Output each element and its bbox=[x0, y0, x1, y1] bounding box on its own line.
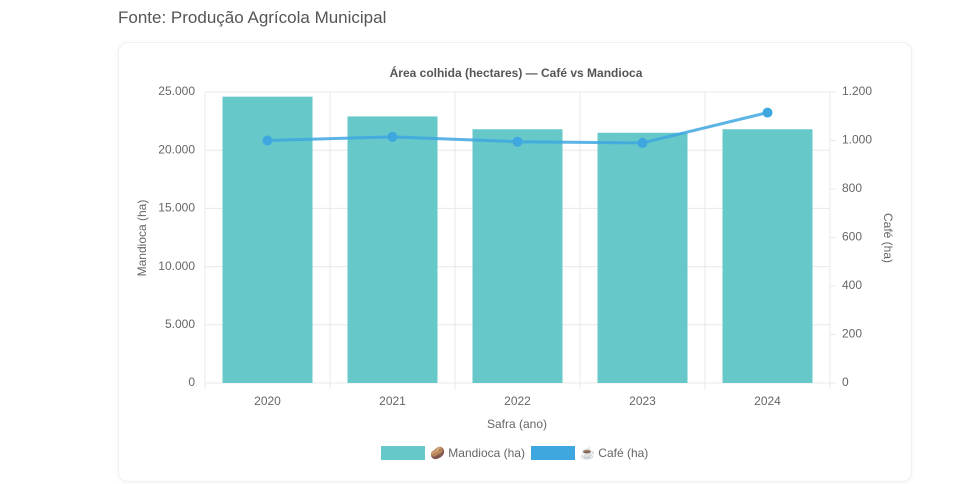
y2ticks-label: 1.200 bbox=[842, 84, 872, 98]
legend-swatch bbox=[381, 446, 425, 460]
x-tick-label: 2023 bbox=[629, 394, 656, 408]
legend-label: 🥔 Mandioca (ha) bbox=[430, 446, 525, 460]
yticks-label: 15.000 bbox=[158, 201, 195, 215]
chart-title: Área colhida (hectares) — Café vs Mandio… bbox=[390, 65, 643, 80]
yticks-label: 20.000 bbox=[158, 142, 195, 156]
y2ticks-label: 800 bbox=[842, 181, 862, 195]
x-tick-label: 2020 bbox=[254, 394, 281, 408]
legend-label: ☕ Café (ha) bbox=[580, 445, 648, 460]
bar bbox=[597, 132, 688, 383]
yticks-label: 25.000 bbox=[158, 84, 195, 98]
point bbox=[387, 131, 398, 142]
source-caption: Fonte: Produção Agrícola Municipal bbox=[118, 8, 387, 27]
point bbox=[637, 137, 648, 148]
y-axis-title: Mandioca (ha) bbox=[135, 200, 149, 277]
y2ticks-label: 0 bbox=[842, 375, 849, 389]
y2ticks-label: 1.000 bbox=[842, 133, 872, 147]
yticks-label: 5.000 bbox=[165, 317, 195, 331]
x-tick-label: 2024 bbox=[754, 394, 781, 408]
chart-card bbox=[118, 42, 912, 482]
point bbox=[512, 136, 523, 147]
bar bbox=[472, 129, 563, 383]
bar bbox=[347, 116, 438, 383]
point bbox=[762, 107, 773, 118]
y2ticks-label: 200 bbox=[842, 327, 862, 341]
yticks-label: 0 bbox=[188, 375, 195, 389]
y2-axis-title: Café (ha) bbox=[881, 213, 895, 263]
x-axis-title: Safra (ano) bbox=[487, 417, 547, 431]
point bbox=[262, 135, 273, 146]
x-tick-label: 2022 bbox=[504, 394, 531, 408]
bar bbox=[722, 129, 813, 383]
yticks-label: 10.000 bbox=[158, 259, 195, 273]
legend-swatch bbox=[531, 446, 575, 460]
y2ticks-label: 600 bbox=[842, 230, 862, 244]
y2ticks-label: 400 bbox=[842, 278, 862, 292]
x-tick-label: 2021 bbox=[379, 394, 406, 408]
